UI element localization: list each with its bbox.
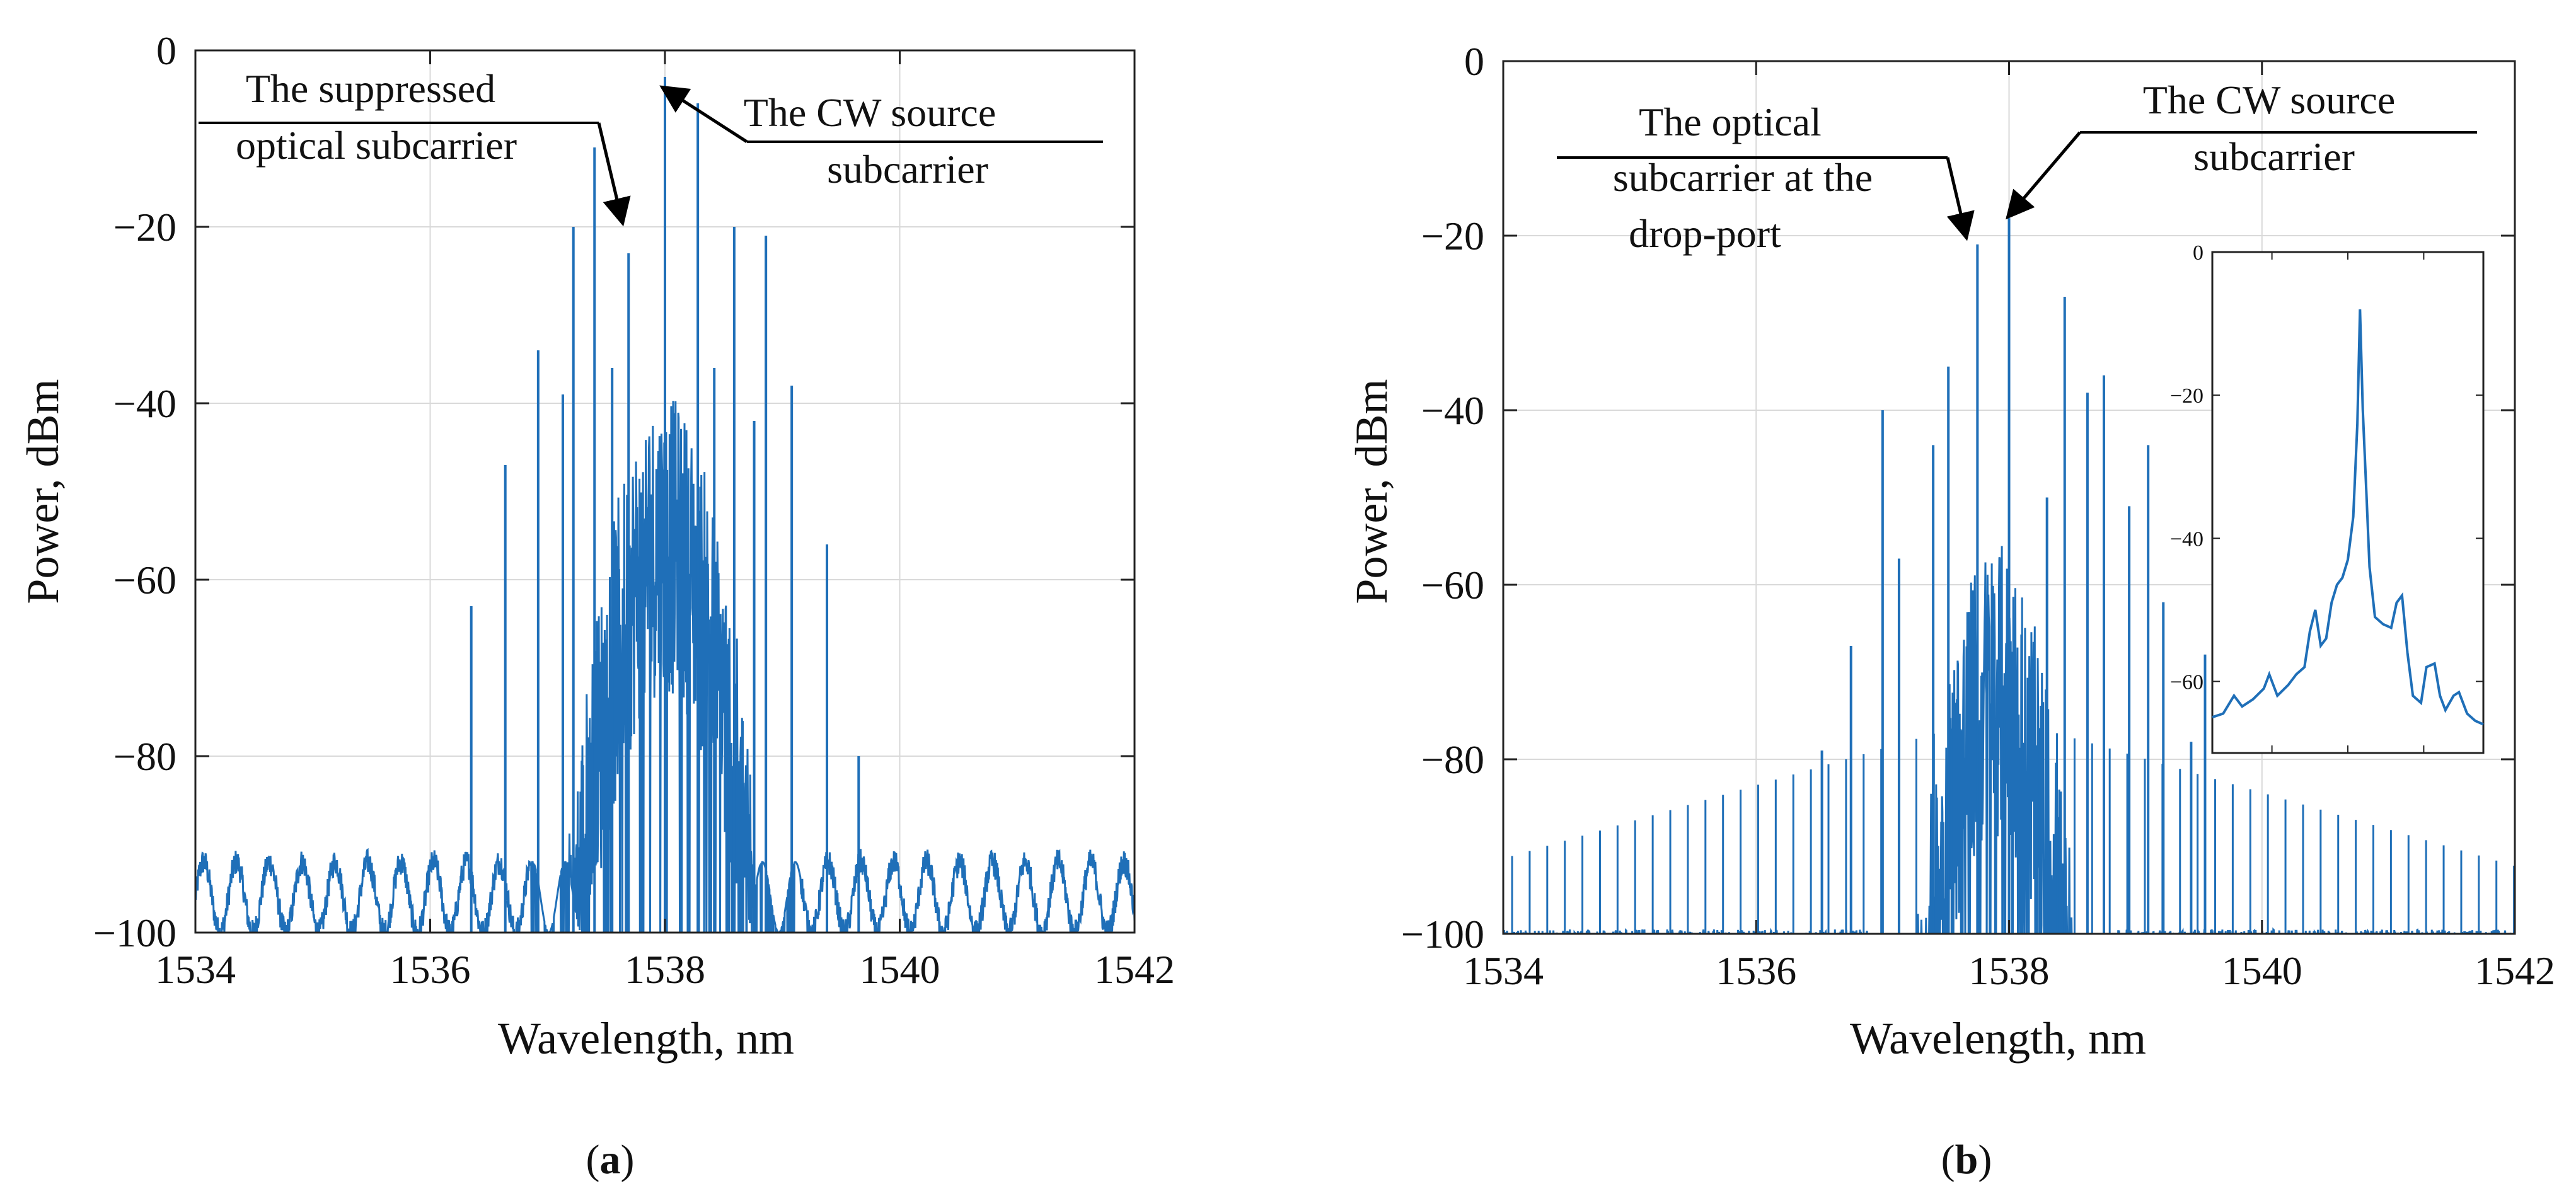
annotation-arrow: [1946, 157, 1975, 241]
y-tick-label: −100: [93, 911, 176, 955]
panel-b-inset: 0 −20 −40 −60: [2170, 241, 2485, 754]
x-tick-label: 1542: [1094, 947, 1175, 992]
x-tick-label: 1542: [2475, 948, 2555, 993]
annotation-text-line: subcarrier: [827, 147, 988, 192]
inset-y-tick-label: −60: [2170, 670, 2203, 694]
inset-background: [2211, 251, 2485, 754]
panel-b: 1534 1536 1538 1540 1542 0 −20 −40 −60 −80 −100 Wa…: [1346, 39, 2555, 1183]
panel-a-annotation-cw: The CW source subcarrier: [659, 85, 1103, 192]
panel-a-caption: (a): [586, 1137, 635, 1183]
annotation-text-line: The suppressed: [246, 66, 495, 111]
y-tick-label: −60: [113, 558, 176, 602]
y-tick-label: −60: [1421, 563, 1484, 607]
y-tick-label: 0: [1464, 39, 1484, 84]
annotation-text-line: optical subcarrier: [236, 123, 517, 168]
y-tick-label: −40: [1421, 388, 1484, 433]
inset-trace: [2212, 309, 2484, 726]
y-tick-label: −80: [113, 734, 176, 779]
y-tick-label: −20: [1421, 214, 1484, 258]
x-tick-label: 1536: [390, 947, 471, 992]
panel-a-xlabel: Wavelength, nm: [498, 1013, 794, 1064]
panel-b-caption-letter: b: [1955, 1137, 1978, 1183]
panel-a-ylabel: Power, dBm: [18, 379, 68, 604]
panel-b-annotation-drop-port: The optical subcarrier at the drop-port: [1557, 100, 1975, 256]
inset-ticks: 0 −20 −40 −60: [2170, 241, 2483, 753]
y-tick-label: −100: [1401, 912, 1484, 957]
annotation-text-line: subcarrier: [2193, 134, 2355, 179]
x-tick-label: 1538: [625, 947, 705, 992]
panel-a-caption-letter: a: [600, 1137, 621, 1183]
annotation-text-line: The optical: [1639, 100, 1822, 144]
y-tick-label: −80: [1421, 737, 1484, 782]
panel-b-annotation-cw: The CW source subcarrier: [2006, 78, 2477, 220]
annotation-text-line: The CW source: [744, 90, 996, 135]
x-tick-label: 1536: [1716, 948, 1796, 993]
panel-a-ticks: 1534 1536 1538 1540 1542 0 −20 −40 −60 −80 −100: [93, 28, 1175, 992]
inset-y-tick-label: −40: [2170, 527, 2203, 551]
annotation-text-line: subcarrier at the: [1613, 155, 1873, 200]
panel-b-ticks: 1534 1536 1538 1540 1542 0 −20 −40 −60 −80 −100: [1401, 39, 2555, 993]
x-tick-label: 1540: [860, 947, 940, 992]
panel-b-ylabel: Power, dBm: [1346, 379, 1397, 604]
y-tick-label: 0: [156, 28, 176, 73]
y-tick-label: −40: [113, 381, 176, 426]
x-tick-label: 1534: [155, 947, 236, 992]
x-tick-label: 1540: [2222, 948, 2302, 993]
panel-a: 1534 1536 1538 1540 1542 0 −20 −40 −60 −80 −100 Wa…: [18, 28, 1175, 1183]
annotation-arrow: [597, 122, 631, 227]
panel-b-caption: (b): [1941, 1137, 1992, 1183]
x-tick-label: 1538: [1969, 948, 2050, 993]
annotation-text-line: The CW source: [2143, 78, 2395, 122]
panel-b-xlabel: Wavelength, nm: [1850, 1013, 2146, 1064]
x-tick-label: 1534: [1463, 948, 1544, 993]
annotation-arrow: [659, 85, 748, 144]
annotation-arrow: [2006, 131, 2081, 220]
panel-a-annotation-suppressed: The suppressed optical subcarrier: [199, 66, 631, 227]
y-tick-label: −20: [113, 205, 176, 250]
panel-a-spectrum: [195, 77, 1135, 933]
annotation-text-line: drop-port: [1629, 211, 1781, 256]
inset-y-tick-label: −20: [2170, 384, 2203, 408]
inset-y-tick-label: 0: [2193, 241, 2203, 265]
